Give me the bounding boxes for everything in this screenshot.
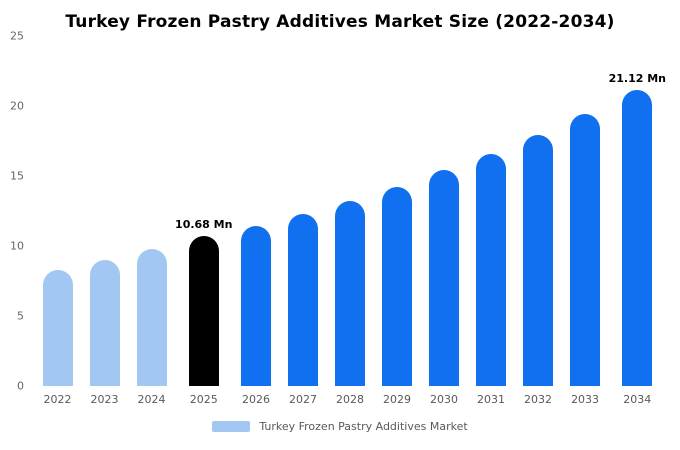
legend-label: Turkey Frozen Pastry Additives Market (259, 420, 468, 433)
bar-value-label: 21.12 Mn (608, 72, 666, 86)
legend: Turkey Frozen Pastry Additives Market (0, 420, 680, 433)
bar (136, 248, 167, 386)
bar-column: 2026 (232, 36, 279, 406)
x-axis-label: 2027 (288, 393, 317, 406)
x-axis-label: 2026 (241, 393, 270, 406)
y-axis-tick-label: 20 (10, 99, 24, 113)
x-axis-label: 2030 (430, 393, 459, 406)
y-axis: 0 5 10 15 20 25 (4, 31, 30, 392)
x-axis-label: 2023 (90, 393, 119, 406)
bar (476, 153, 507, 386)
bar-column: 2033 (562, 36, 609, 406)
plot-area: 2022 2023 2024 10.68 Mn 2025 2026 2027 2028 2029… (30, 36, 670, 406)
bar (523, 135, 554, 386)
bar (382, 186, 412, 386)
bar-column: 2032 (515, 36, 562, 406)
bar-column: 2029 (374, 36, 421, 406)
bar (188, 236, 219, 386)
bar-column: 10.68 Mn 2025 (175, 36, 233, 406)
x-axis-label: 2029 (383, 393, 411, 406)
bar-column: 2023 (81, 36, 128, 406)
bar-column: 2024 (128, 36, 175, 406)
bar-column: 2028 (326, 36, 373, 406)
y-axis-tick-label: 10 (10, 239, 24, 253)
x-axis-label: 2025 (189, 393, 218, 406)
x-axis-label: 2022 (43, 393, 72, 406)
legend-swatch (212, 421, 251, 432)
bar (570, 114, 601, 386)
bar-column: 2027 (279, 36, 326, 406)
x-axis-label: 2032 (524, 393, 553, 406)
bar-column: 2031 (468, 36, 515, 406)
x-axis-label: 2034 (623, 393, 652, 406)
bar-value-label: 10.68 Mn (175, 218, 233, 232)
bar (287, 213, 318, 386)
bar (89, 260, 120, 386)
bar (622, 90, 653, 386)
y-axis-tick-label: 15 (10, 169, 24, 183)
bar (240, 225, 271, 386)
x-axis-label: 2033 (571, 393, 600, 406)
bar (429, 170, 460, 386)
x-axis-label: 2031 (477, 393, 506, 406)
y-axis-tick-label: 0 (17, 379, 24, 393)
bar-column: 2022 (34, 36, 81, 406)
y-axis-tick-label: 5 (17, 309, 24, 323)
chart-title: Turkey Frozen Pastry Additives Market Si… (65, 12, 615, 32)
y-axis-tick-label: 25 (10, 29, 24, 43)
bar (334, 201, 365, 386)
bar-column: 21.12 Mn 2034 (608, 36, 666, 406)
chart-area: 0 5 10 15 20 25 2022 2023 2024 10.68 Mn 2025 2026 2… (4, 31, 670, 407)
x-axis-label: 2024 (137, 393, 166, 406)
x-axis-label: 2028 (335, 393, 364, 406)
bar-column: 2030 (421, 36, 468, 406)
bar (42, 269, 73, 386)
